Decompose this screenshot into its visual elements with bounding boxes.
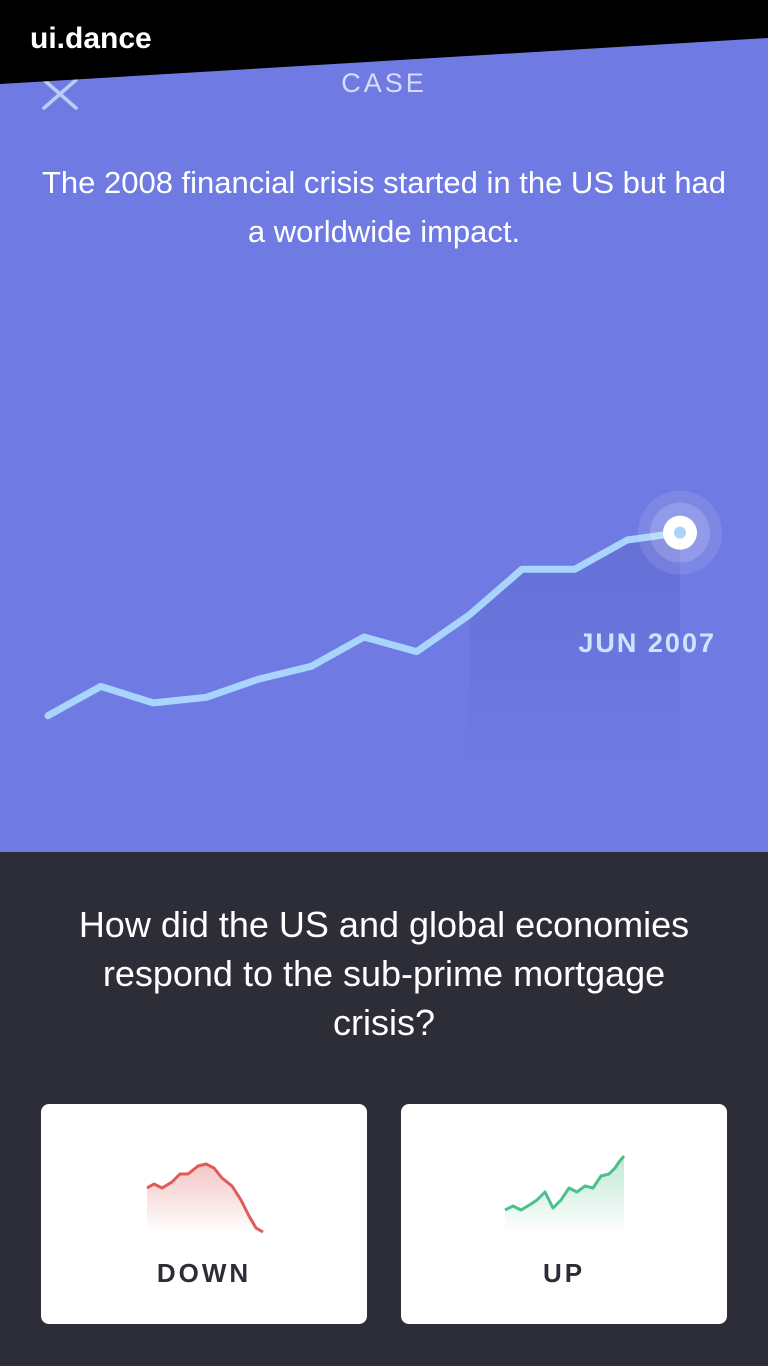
case-trend-chart (44, 490, 722, 770)
answer-down-label: DOWN (156, 1258, 252, 1288)
watermark-banner (0, 0, 768, 84)
chart-highlight-shadow (469, 532, 680, 770)
answer-down-button[interactable]: DOWN (41, 1104, 367, 1324)
answer-up-label: UP (542, 1258, 586, 1288)
page-title: CASE (341, 68, 427, 98)
close-icon (42, 78, 78, 110)
chart-marker-dot (674, 526, 686, 539)
trend-up-icon (504, 1155, 626, 1234)
answer-up-button[interactable]: UP (401, 1104, 727, 1324)
highlight-date-label: JUN 2007 (578, 628, 716, 658)
watermark-logo: ui.dance (30, 22, 152, 55)
case-panel: JUN 2007 CASE The 2008 financial crisis … (0, 0, 768, 852)
close-button[interactable] (40, 76, 80, 112)
chart-line (44, 529, 684, 720)
question-text: How did the US and global economies resp… (78, 904, 690, 1043)
case-lead-text: The 2008 financial crisis started in the… (41, 165, 727, 249)
trend-down-icon (146, 1162, 264, 1234)
